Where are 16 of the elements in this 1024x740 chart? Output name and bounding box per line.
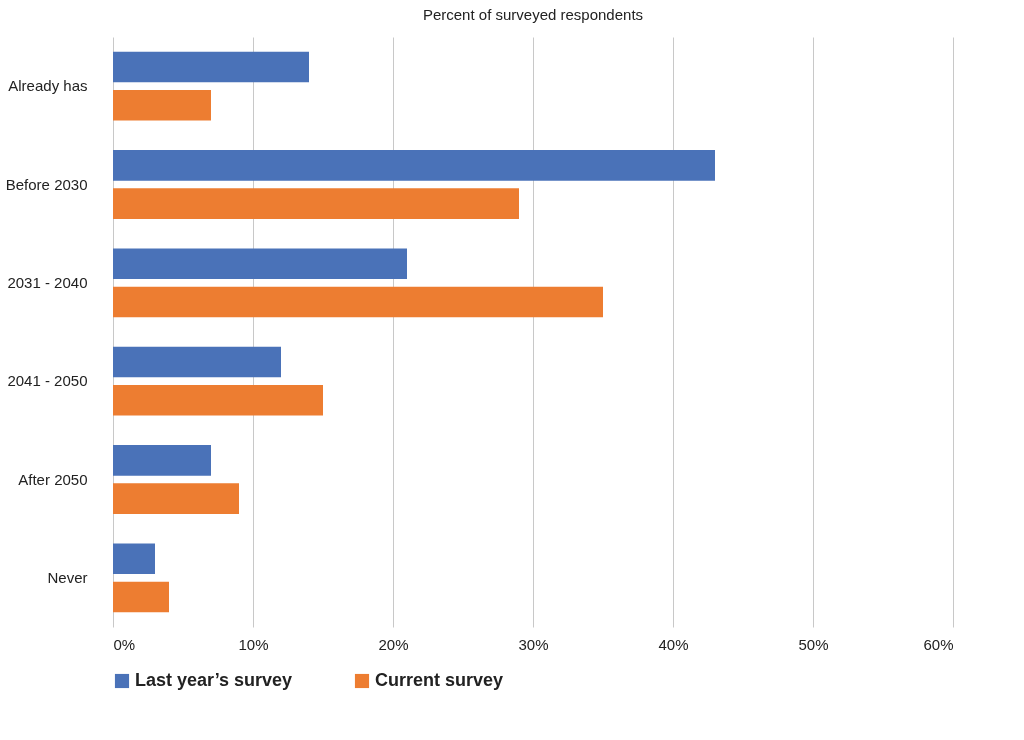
y-tick-label: 2031 - 2040	[7, 273, 88, 291]
x-tick-label: 50%	[798, 635, 829, 653]
x-tick-label: 60%	[923, 635, 954, 653]
legend-label: Last year’s survey	[135, 670, 293, 690]
x-tick-label: 10%	[238, 635, 269, 653]
y-tick-label: 2041 - 2050	[7, 372, 88, 390]
y-tick-label: After 2050	[18, 470, 88, 488]
x-tick-label: 30%	[518, 635, 549, 653]
x-tick-label: 0%	[113, 635, 136, 653]
x-tick-label: 20%	[378, 635, 409, 653]
y-tick-label: Already has	[8, 77, 88, 95]
y-tick-label: Before 2030	[5, 175, 88, 193]
chart-title: Percent of surveyed respondents	[422, 6, 644, 23]
x-tick-label: 40%	[658, 635, 689, 653]
y-tick-label: Never	[47, 568, 88, 586]
legend-label: Current survey	[375, 670, 504, 690]
